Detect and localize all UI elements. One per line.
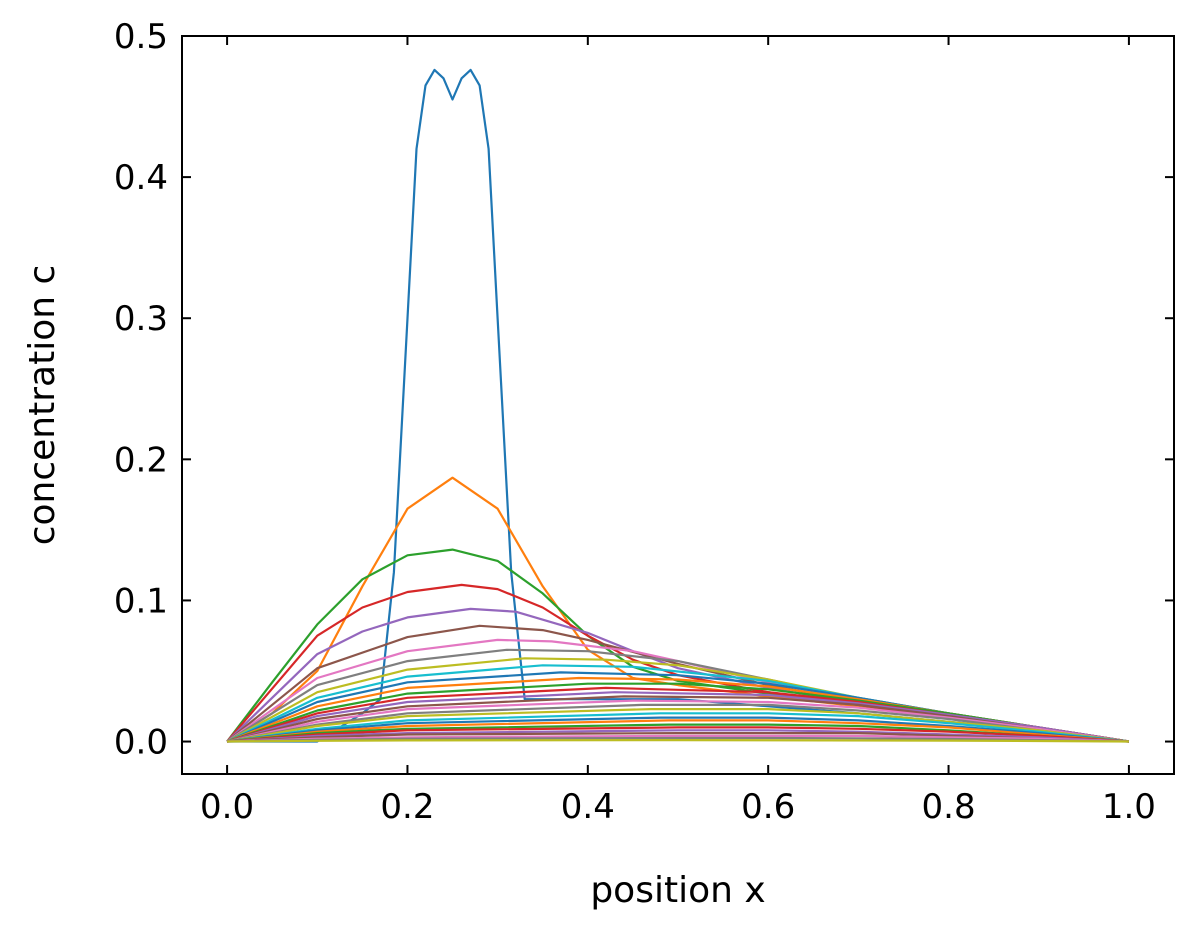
series-line-28 [227,736,1129,743]
series-line-19 [226,708,1130,743]
tick-layer: 0.0 0.2 0.4 0.6 0.8 1.0 0.0 0.1 0.2 0.3 0.4 0.5 [114,17,1174,827]
y-tick-label-4: 0.4 [114,158,168,198]
y-tick-label-1: 0.1 [114,581,168,621]
x-tick-label-4: 0.8 [922,787,976,827]
series-layer [226,68,1130,743]
x-tick-label-1: 0.2 [380,787,434,827]
y-tick-label-0: 0.0 [114,723,168,763]
series-line-1 [227,68,1130,743]
x-tick-label-3: 0.6 [741,787,795,827]
series-line-17 [226,699,1130,743]
series-line-22 [226,719,1129,743]
y-tick-label-5: 0.5 [114,17,168,57]
y-axis-label: concentration c [22,265,63,546]
series-line-25 [227,729,1129,743]
y-tick-label-3: 0.3 [114,299,168,339]
x-tick-label-0: 0.0 [200,787,254,827]
x-axis-label: position x [590,870,765,911]
x-tick-label-2: 0.4 [561,787,615,827]
series-line-20 [226,712,1130,743]
series-line-21 [226,716,1130,743]
series-line-27 [227,734,1129,743]
y-tick-label-2: 0.2 [114,440,168,480]
series-line-15 [226,691,1130,743]
x-tick-label-5: 1.0 [1102,787,1156,827]
series-line-24 [227,726,1129,743]
plot-frame [181,35,1175,775]
series-line-29 [227,739,1129,743]
